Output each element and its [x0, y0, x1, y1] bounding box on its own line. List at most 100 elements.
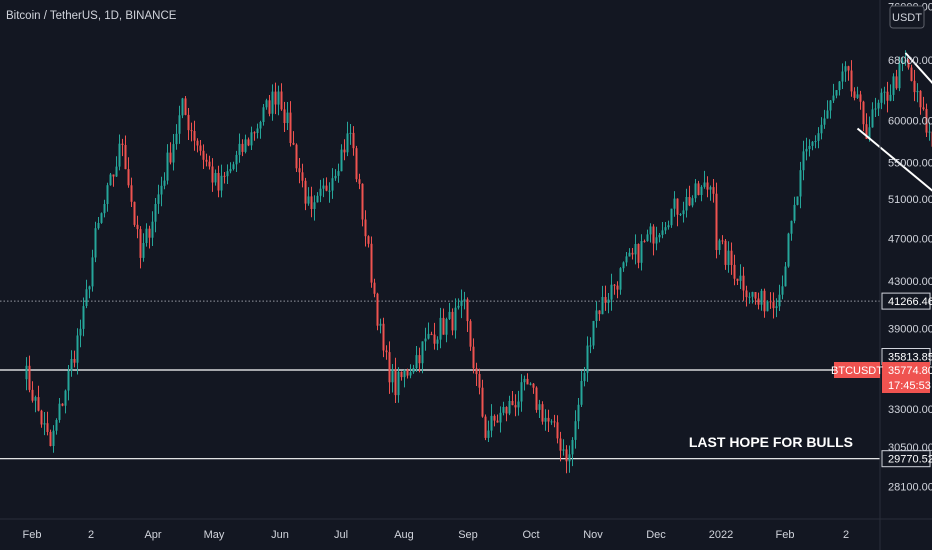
candle-body [103, 204, 106, 214]
candle-body [598, 310, 601, 315]
candle-body [76, 335, 79, 363]
candle-body [655, 237, 658, 244]
candle-body [505, 407, 508, 414]
annotation-text: LAST HOPE FOR BULLS [689, 434, 853, 450]
candle-body [814, 141, 817, 142]
candle-body [700, 186, 703, 195]
candle-body [241, 143, 244, 152]
trend-line-lower-channel[interactable] [856, 127, 932, 358]
price-axis[interactable]: 76000.0068000.0060000.0055000.0051000.00… [888, 1, 932, 493]
candle-body [562, 449, 565, 451]
candle-body [271, 91, 274, 114]
candle-body [856, 94, 859, 98]
time-axis-label: Jun [271, 529, 289, 541]
candle-body [145, 228, 148, 243]
candle-body [265, 100, 268, 108]
candle-body [604, 297, 607, 303]
candle-body [589, 345, 592, 347]
candle-body [292, 142, 295, 145]
candle-body [592, 321, 595, 346]
candle-body [73, 359, 76, 363]
candle-body [79, 328, 82, 336]
symbol-tag-label: BTCUSDT [831, 365, 883, 377]
candle-body [490, 415, 493, 431]
candle-body [772, 302, 775, 309]
candle-body [553, 421, 556, 423]
candle-body [343, 149, 346, 153]
candle-body [439, 317, 442, 340]
candle-body [460, 300, 463, 306]
candle-body [802, 151, 805, 171]
time-axis[interactable]: Feb 2 Apr May Jun Jul Aug Sep Oct Nov Dec 2022 Feb 2 [23, 529, 850, 541]
candle-body [325, 185, 328, 191]
candle-body [277, 91, 280, 105]
time-axis-label: Nov [583, 529, 603, 541]
candle-body [313, 202, 316, 209]
candle-body [217, 173, 220, 191]
candle-body [517, 401, 520, 408]
candle-body [220, 175, 223, 191]
candle-body [172, 144, 175, 163]
candle-body [328, 190, 331, 192]
candle-body [679, 214, 682, 216]
candle-body [595, 310, 598, 321]
candle-body [232, 164, 235, 169]
price-axis-label: 43000.00 [888, 276, 932, 288]
candle-body [643, 241, 646, 243]
candle-body [916, 90, 919, 93]
candle-body [649, 226, 652, 235]
currency-badge[interactable]: USDT [889, 5, 925, 29]
candle-body [310, 196, 313, 209]
candle-body [760, 290, 763, 305]
candle-body [616, 285, 619, 290]
candle-body [466, 299, 469, 322]
candle-body [574, 421, 577, 440]
candle-body [88, 286, 91, 290]
candle-body [178, 115, 181, 134]
price-level-tag [881, 292, 931, 310]
candle-body [355, 148, 358, 180]
candle-body [40, 410, 43, 425]
candle-body [913, 80, 916, 93]
candle-body [751, 292, 754, 297]
candle-body [253, 132, 256, 134]
candle-body [319, 188, 322, 196]
time-axis-label: Apr [144, 529, 161, 541]
candle-body [283, 109, 286, 123]
candle-body [199, 145, 202, 151]
candle-body [208, 161, 211, 167]
candle-body [307, 196, 310, 204]
candle-body [421, 341, 424, 364]
candle-body [778, 294, 781, 307]
candle-body [229, 169, 232, 172]
candle-body [349, 132, 352, 134]
candle-body [865, 124, 868, 139]
candle-body [568, 454, 571, 462]
candle-body [49, 432, 52, 446]
candle-body [181, 98, 184, 116]
candle-body [415, 355, 418, 369]
candle-body [166, 152, 169, 181]
trend-lines[interactable] [856, 52, 932, 358]
candle-body [832, 95, 835, 101]
candle-body [85, 289, 88, 306]
candle-body [394, 369, 397, 396]
candle-body [64, 390, 67, 406]
candle-body [610, 284, 613, 300]
candle-body [634, 244, 637, 255]
candle-body [454, 307, 457, 331]
candle-body [619, 268, 622, 290]
candle-body [127, 169, 130, 186]
time-axis-label: 2022 [709, 529, 733, 541]
price-level-tag [881, 450, 931, 468]
candle-body [448, 311, 451, 319]
candle-body [847, 66, 850, 71]
candle-body [838, 81, 841, 91]
candle-body [106, 185, 109, 204]
candle-body [766, 301, 769, 312]
candle-body [769, 301, 772, 303]
candle-body [154, 204, 157, 222]
